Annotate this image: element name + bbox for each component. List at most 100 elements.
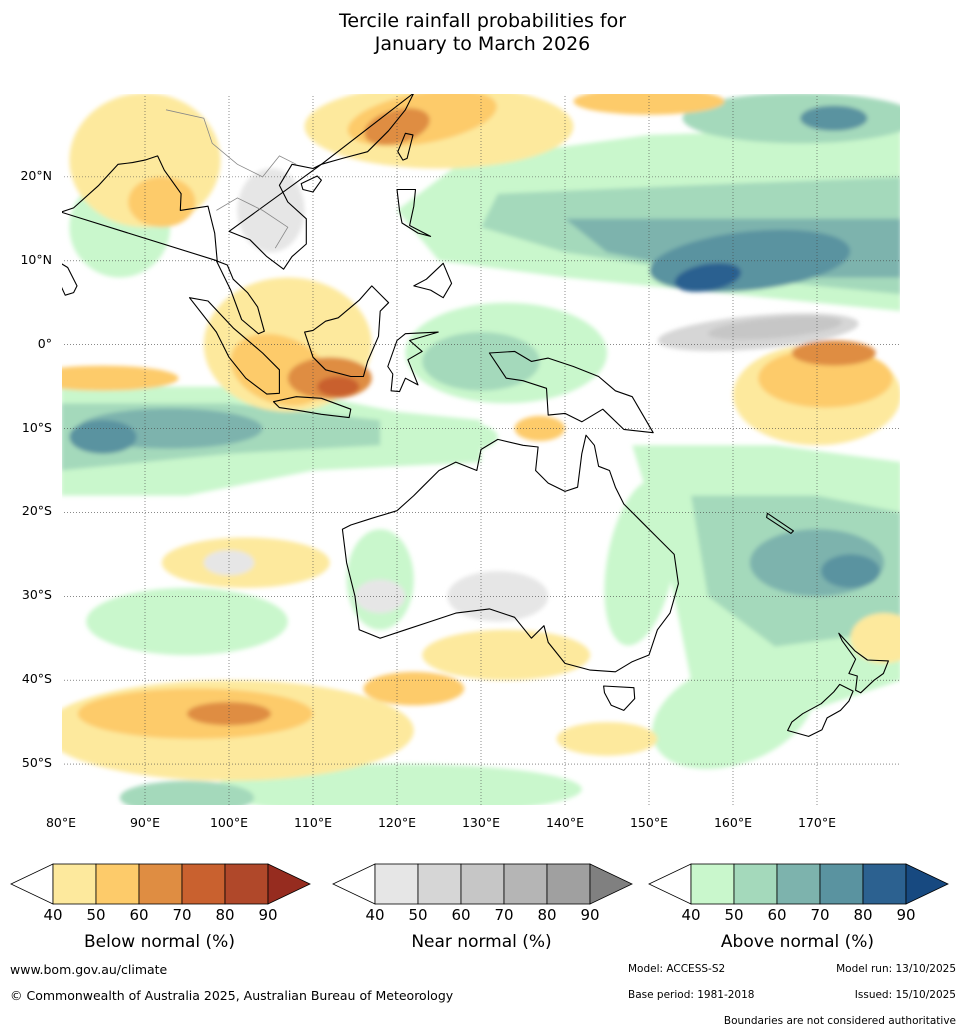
near-western-pacific-60 <box>708 316 842 340</box>
colour-bar-low-end <box>10 863 54 905</box>
legend-tick-label: 70 <box>494 906 514 924</box>
latitude-label: 50°S <box>21 755 52 771</box>
above-top-pacific <box>682 93 901 144</box>
latitude-label: 0° <box>37 335 52 351</box>
legend-tick-label: 60 <box>451 906 471 924</box>
longitude-label: 100°E <box>209 815 248 830</box>
colour-bar-segment <box>733 863 778 905</box>
copyright-text: © Commonwealth of Australia 2025, Austra… <box>10 988 454 1003</box>
longitude-label: 80°E <box>45 815 77 830</box>
map-canvas <box>61 93 901 806</box>
legend-tick-label: 40 <box>365 906 385 924</box>
legend-title: Below normal (%) <box>84 932 235 952</box>
above-maritime-continent-50 <box>422 332 540 391</box>
colour-bar-low-end <box>332 863 376 905</box>
latitude-label: 20°N <box>20 167 52 183</box>
colour-bar-low-end <box>648 863 692 905</box>
model-name: Model: ACCESS-S2 <box>628 963 726 975</box>
legend-tick-label: 40 <box>681 906 701 924</box>
colour-bar-high-end <box>905 863 949 905</box>
near-south-indian <box>355 579 406 614</box>
title-line-1: Tercile rainfall probabilities for <box>338 10 627 32</box>
latitude-label: 20°S <box>21 503 52 519</box>
near-central-australia <box>447 571 549 622</box>
longitude-label: 160°E <box>713 815 752 830</box>
new-caledonia <box>766 512 795 534</box>
colour-bar-segment <box>690 863 735 905</box>
country-borders <box>165 109 297 178</box>
borneo-coastline <box>304 285 390 378</box>
above-top-pacific-70 <box>800 105 868 131</box>
legend-tick-label: 80 <box>853 906 873 924</box>
colour-bar-segment <box>417 863 462 905</box>
coastlines <box>61 93 889 737</box>
sumatra-coastline <box>188 297 280 395</box>
colour-bar-segment <box>503 863 548 905</box>
legend-tick-label: 80 <box>215 906 235 924</box>
below-arafura <box>514 415 565 442</box>
colour-bar-segment <box>181 863 226 905</box>
colour-bar-segment <box>224 863 269 905</box>
philippines-luzon <box>396 188 432 237</box>
new-zealand-south-island <box>787 683 854 737</box>
india-east-coast <box>61 155 218 262</box>
hainan-coastline <box>300 175 322 193</box>
legend-tick-label: 90 <box>896 906 916 924</box>
below-south-pacific-east <box>850 613 901 664</box>
longitude-label: 150°E <box>629 815 668 830</box>
australia-coastline <box>341 434 679 673</box>
legend-tick-label: 90 <box>258 906 278 924</box>
above-indian-ocean-70 <box>69 420 137 454</box>
below-southern-ocean-60 <box>187 702 271 726</box>
legend-title: Near normal (%) <box>411 932 552 952</box>
legend-tick-label: 50 <box>724 906 744 924</box>
sulawesi-coastline <box>387 331 439 393</box>
colour-bar-segment <box>374 863 419 905</box>
below-java-sea-70 <box>317 376 360 397</box>
legend-tick-label: 40 <box>43 906 63 924</box>
longitude-label: 90°E <box>129 815 161 830</box>
legend-tick-label: 60 <box>767 906 787 924</box>
tasmania-coastline <box>603 685 636 711</box>
boundaries-disclaimer: Boundaries are not considered authoritat… <box>723 1015 956 1027</box>
latitude-label: 10°N <box>20 251 52 267</box>
country-borders-2 <box>216 197 289 249</box>
below-central-pacific-50 <box>758 348 893 408</box>
malay-peninsula <box>215 260 265 335</box>
colour-bar <box>648 863 949 905</box>
sri-lanka-coastline <box>61 262 78 296</box>
below-north-pacific-top <box>573 93 725 115</box>
legend-tick-label: 60 <box>129 906 149 924</box>
below-andaman <box>128 176 196 228</box>
above-southwest-pacific-70 <box>821 554 880 588</box>
colour-bar-segment <box>460 863 505 905</box>
below-tasmania-south <box>556 722 658 756</box>
longitude-label: 140°E <box>545 815 584 830</box>
legend-tick-label: 70 <box>810 906 830 924</box>
legend-tick-label: 50 <box>86 906 106 924</box>
legend-tick-label: 80 <box>537 906 557 924</box>
indochina-coastline <box>228 163 322 270</box>
graticule <box>61 93 901 806</box>
colour-bar-segment <box>95 863 140 905</box>
colour-bar-segment <box>138 863 183 905</box>
below-central-pacific-60 <box>791 340 876 366</box>
latitude-label: 30°S <box>21 587 52 603</box>
issued-date: Issued: 15/10/2025 <box>854 989 956 1001</box>
above-tasman <box>652 658 814 770</box>
colour-bar-segment <box>546 863 591 905</box>
forecast-map <box>61 93 901 806</box>
colour-bar-segment <box>776 863 821 905</box>
new-zealand-north-island <box>838 632 889 694</box>
above-south-indian <box>86 587 288 656</box>
legend-tick-label: 50 <box>408 906 428 924</box>
colour-bar <box>10 863 311 905</box>
longitude-label: 120°E <box>377 815 416 830</box>
colour-bar <box>332 863 633 905</box>
model-run-date: Model run: 13/10/2025 <box>836 963 956 975</box>
title-line-2: January to March 2026 <box>374 33 591 55</box>
longitude-label: 110°E <box>293 815 332 830</box>
china-coastline <box>320 93 415 165</box>
colour-bar-segment <box>819 863 864 905</box>
website-link[interactable]: www.bom.gov.au/climate <box>10 962 168 977</box>
